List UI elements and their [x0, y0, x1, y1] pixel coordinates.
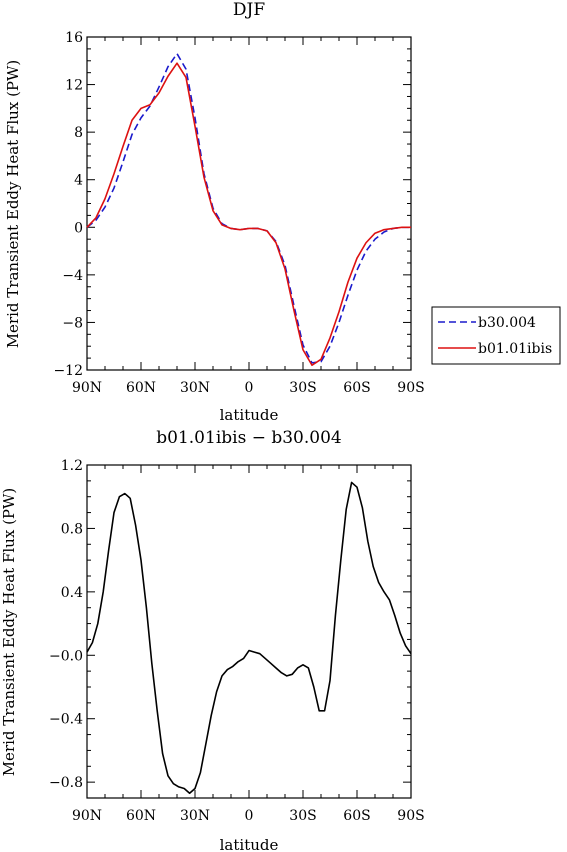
x-tick-label: 60N — [126, 380, 156, 396]
y-tick-label: −0.4 — [49, 712, 83, 728]
legend-label-b01-01ibis: b01.01ibis — [478, 341, 552, 357]
bottom-panel: b01.01ibis − b30.004 −0.8 −0.4 −0.0 0.4 0.8 1… — [0, 428, 425, 852]
top-plot-frame — [86, 36, 412, 371]
legend: b30.004 b01.01ibis — [431, 306, 561, 365]
x-tick-label: 30S — [289, 808, 316, 824]
series-line-b30-004 — [86, 52, 411, 364]
y-tick-label: −12 — [53, 363, 83, 379]
legend-label-b30-004: b30.004 — [478, 315, 536, 331]
y-tick-label: 0.4 — [61, 585, 83, 601]
top-y-axis-label: Merid Transient Eddy Heat Flux (PW) — [4, 60, 22, 349]
bottom-chart-title: b01.01ibis − b30.004 — [156, 428, 341, 448]
x-tick-label: 0 — [245, 808, 254, 824]
x-tick-label: 30N — [180, 380, 210, 396]
x-tick-label: 60S — [343, 380, 370, 396]
top-x-axis-label: latitude — [220, 406, 279, 424]
y-tick-label: −4 — [62, 268, 83, 284]
y-tick-label: 16 — [65, 30, 83, 46]
bottom-y-axis-label: Merid Transient Eddy Heat Flux (PW) — [0, 488, 18, 777]
x-tick-label: 60N — [126, 808, 156, 824]
x-tick-label: 90N — [72, 380, 102, 396]
x-tick-label: 90S — [397, 380, 424, 396]
x-tick-label: 0 — [245, 380, 254, 396]
series-line-b01-01ibis — [86, 62, 411, 367]
y-tick-label: 1.2 — [61, 458, 83, 474]
y-tick-label: 4 — [74, 173, 83, 189]
y-tick-label: 12 — [65, 78, 83, 94]
top-chart-title: DJF — [233, 0, 265, 20]
y-tick-label: 0 — [74, 220, 83, 236]
legend-box — [431, 306, 561, 365]
top-panel: DJF −12 −8 −4 0 4 8 12 16 90N 60N 30N 0 30S 60S 90S l… — [4, 0, 561, 424]
x-tick-label: 90S — [397, 808, 424, 824]
bottom-x-axis-label: latitude — [220, 836, 279, 852]
y-tick-label: −8 — [62, 315, 83, 331]
y-tick-label: 0.8 — [61, 521, 83, 537]
x-tick-label: 60S — [343, 808, 370, 824]
y-tick-label: −0.8 — [49, 775, 83, 791]
y-tick-label: 8 — [74, 125, 83, 141]
x-tick-label: 30N — [180, 808, 210, 824]
series-line-difference — [86, 481, 412, 795]
x-tick-label: 30S — [289, 380, 316, 396]
y-tick-label: −0.0 — [49, 648, 83, 664]
bottom-plot-frame — [86, 464, 412, 799]
x-tick-label: 90N — [72, 808, 102, 824]
